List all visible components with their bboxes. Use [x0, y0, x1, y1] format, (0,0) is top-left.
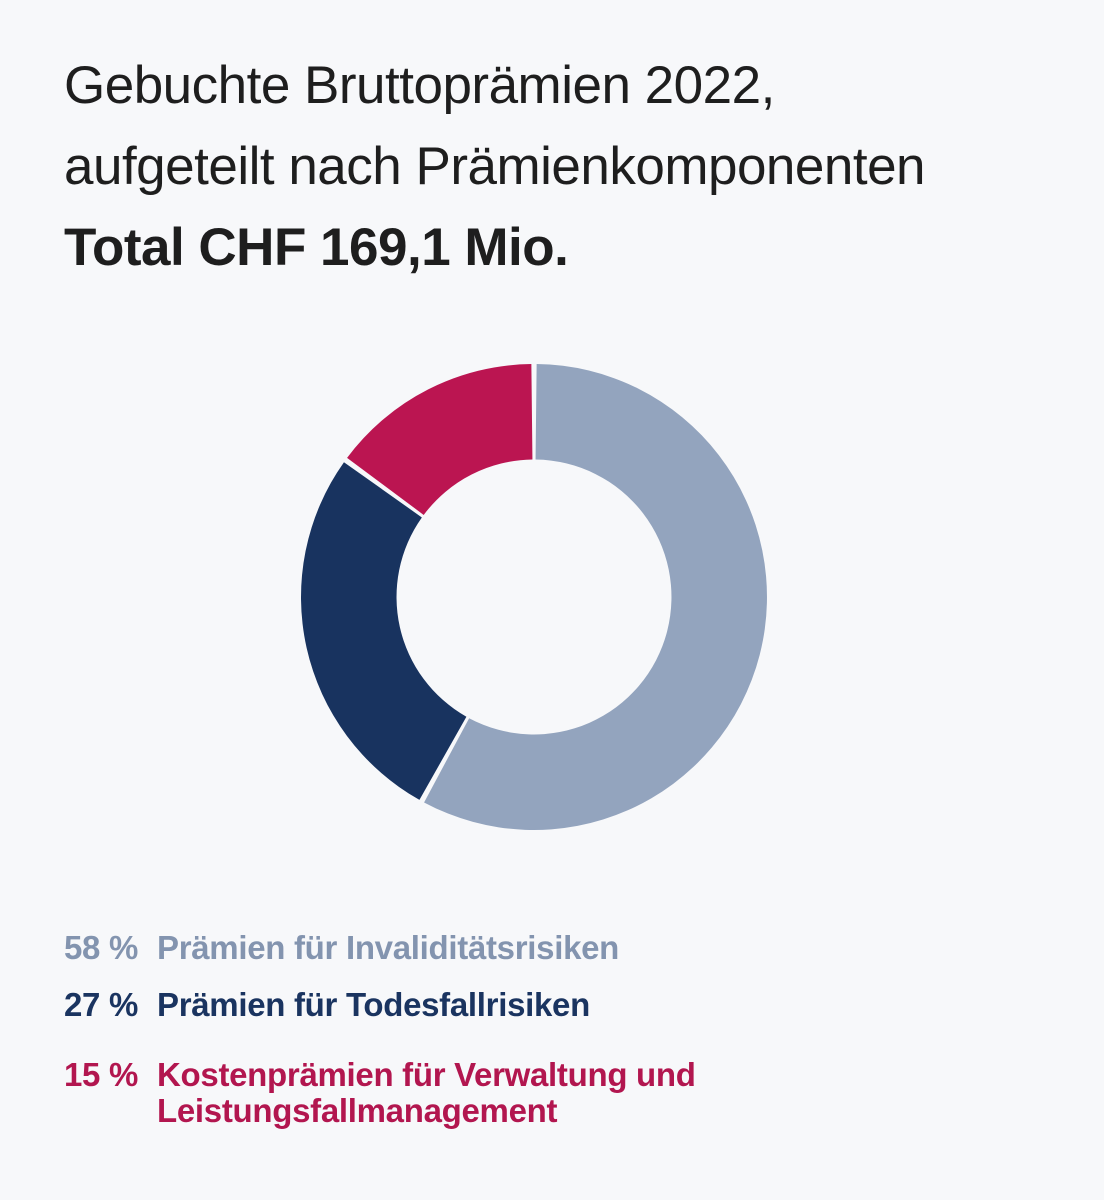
donut-chart: [294, 357, 774, 837]
donut-segment-3: [347, 364, 533, 515]
donut-segment-2: [301, 462, 467, 800]
legend-label: Prämien für Todesfallrisiken: [157, 986, 590, 1023]
chart-total-label: Total CHF 169,1 Mio.: [64, 218, 569, 277]
legend-label: Kostenprämien für Verwaltung und Leistun…: [157, 1056, 696, 1129]
chart-title-block: Gebuchte Bruttoprämien 2022, aufgeteilt …: [64, 45, 926, 288]
legend-label: Prämien für Invaliditätsrisiken: [157, 929, 620, 966]
legend-item-todesfallrisiken: 27 % Prämien für Todesfallrisiken: [64, 987, 696, 1023]
legend-item-invaliditaetsrisiken: 58 % Prämien für Invaliditätsrisiken: [64, 930, 696, 966]
chart-title-line-1: Gebuchte Bruttoprämien 2022,: [64, 56, 775, 115]
chart-legend: 58 % Prämien für Invaliditätsrisiken 27 …: [64, 930, 696, 1129]
legend-percent-value: 58 %: [64, 929, 139, 966]
legend-percent-value: 15 %: [64, 1056, 139, 1093]
donut-segment-1: [424, 364, 767, 830]
legend-percent-value: 27 %: [64, 986, 139, 1023]
chart-title-line-2: aufgeteilt nach Prämienkomponenten: [64, 137, 926, 196]
legend-item-kostenpraemien: 15 % Kostenprämien für Verwaltung und Le…: [64, 1057, 696, 1129]
donut-chart-svg: [301, 364, 767, 830]
